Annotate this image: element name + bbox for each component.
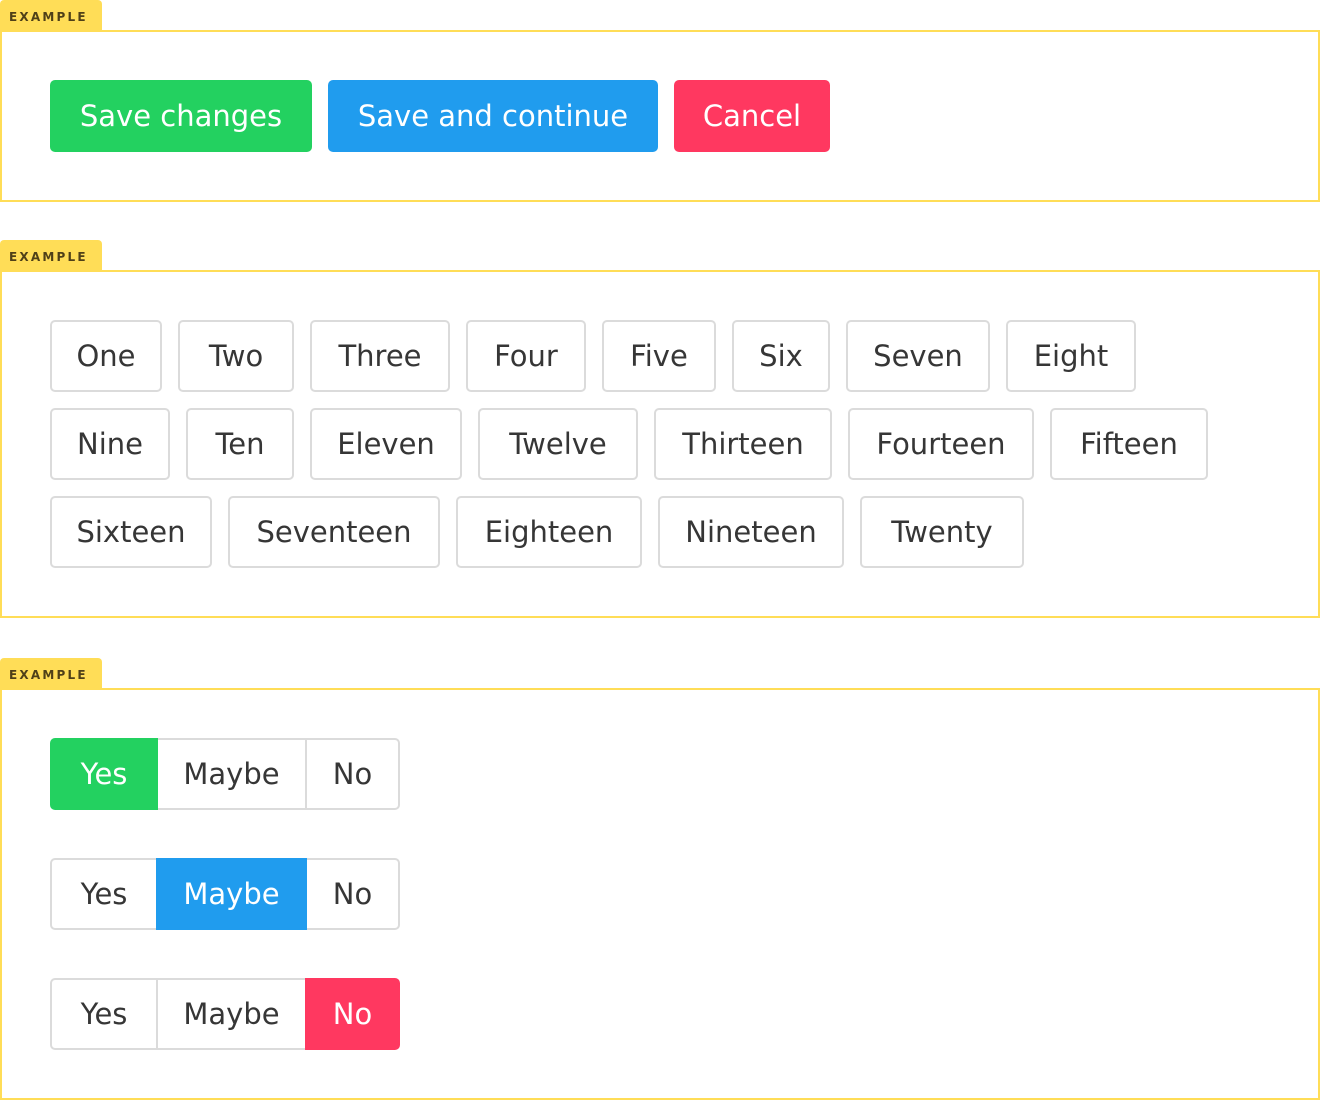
ten-button[interactable]: Ten bbox=[186, 408, 294, 480]
option-yes-selected[interactable]: Yes bbox=[50, 738, 158, 810]
example-box-button-list: One Two Three Four Five Six Seven Eight Nine Ten E… bbox=[0, 270, 1320, 618]
nine-button[interactable]: Nine bbox=[50, 408, 170, 480]
example-box-buttons: Save changes Save and continue Cancel bbox=[0, 30, 1320, 202]
option-no-selected[interactable]: No bbox=[305, 978, 400, 1050]
example-tag: EXAMPLE bbox=[0, 0, 102, 31]
eleven-button[interactable]: Eleven bbox=[310, 408, 462, 480]
example-tag: EXAMPLE bbox=[0, 240, 102, 271]
option-no[interactable]: No bbox=[305, 738, 400, 810]
option-maybe[interactable]: Maybe bbox=[156, 738, 307, 810]
save-changes-button[interactable]: Save changes bbox=[50, 80, 312, 152]
option-maybe-selected[interactable]: Maybe bbox=[156, 858, 307, 930]
nineteen-button[interactable]: Nineteen bbox=[658, 496, 844, 568]
six-button[interactable]: Six bbox=[732, 320, 830, 392]
option-yes[interactable]: Yes bbox=[50, 978, 158, 1050]
one-button[interactable]: One bbox=[50, 320, 162, 392]
three-button[interactable]: Three bbox=[310, 320, 450, 392]
twelve-button[interactable]: Twelve bbox=[478, 408, 638, 480]
eighteen-button[interactable]: Eighteen bbox=[456, 496, 642, 568]
two-button[interactable]: Two bbox=[178, 320, 294, 392]
example-tag: EXAMPLE bbox=[0, 658, 102, 689]
fifteen-button[interactable]: Fifteen bbox=[1050, 408, 1208, 480]
seventeen-button[interactable]: Seventeen bbox=[228, 496, 440, 568]
seven-button[interactable]: Seven bbox=[846, 320, 990, 392]
thirteen-button[interactable]: Thirteen bbox=[654, 408, 832, 480]
option-yes[interactable]: Yes bbox=[50, 858, 158, 930]
four-button[interactable]: Four bbox=[466, 320, 586, 392]
option-maybe[interactable]: Maybe bbox=[156, 978, 307, 1050]
five-button[interactable]: Five bbox=[602, 320, 716, 392]
twenty-button[interactable]: Twenty bbox=[860, 496, 1024, 568]
option-no[interactable]: No bbox=[305, 858, 400, 930]
save-and-continue-button[interactable]: Save and continue bbox=[328, 80, 658, 152]
eight-button[interactable]: Eight bbox=[1006, 320, 1136, 392]
example-box-segmented-controls: Yes Maybe No Yes Maybe No Yes Maybe No bbox=[0, 688, 1320, 1100]
fourteen-button[interactable]: Fourteen bbox=[848, 408, 1034, 480]
sixteen-button[interactable]: Sixteen bbox=[50, 496, 212, 568]
cancel-button[interactable]: Cancel bbox=[674, 80, 830, 152]
